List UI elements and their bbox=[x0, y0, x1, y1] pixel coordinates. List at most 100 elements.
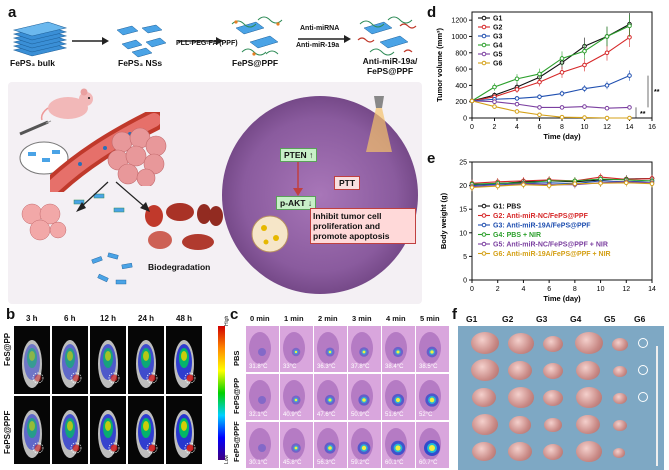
anti-mir-19a-label: Anti-miR-19a bbox=[296, 42, 340, 49]
data-point bbox=[559, 56, 565, 61]
y-tick-label: 20 bbox=[459, 183, 467, 190]
f-empty-marker-c5-r0 bbox=[638, 338, 648, 348]
data-point bbox=[559, 70, 565, 75]
legend-label: G2 bbox=[493, 25, 502, 32]
y-tick-label: 0 bbox=[463, 278, 467, 285]
c-temp-r0-c4: 38.4°C bbox=[385, 364, 404, 370]
f-tumor-c2-r1 bbox=[543, 363, 563, 379]
tumor-volume-chart: 0 2 4 6 8 10 12 14 16 0 200 400 600 800 1000 1200 Time (… bbox=[435, 11, 660, 141]
mouse-graphic bbox=[40, 88, 93, 121]
b-time-0: 3 h bbox=[26, 314, 38, 323]
panel-c: 0 min 1 min 2 min 3 min 4 min 5 min PBS 31.8°C… bbox=[230, 306, 452, 470]
x-tick-label: 4 bbox=[521, 286, 525, 293]
y-tick-label: 0 bbox=[463, 116, 467, 123]
legend-marker bbox=[481, 15, 487, 21]
c-time-2: 2 min bbox=[318, 314, 338, 323]
legend-marker bbox=[481, 51, 487, 57]
b-image-r1-c1 bbox=[52, 396, 88, 464]
x-tick-label: 14 bbox=[648, 286, 656, 293]
data-point bbox=[627, 105, 632, 110]
c-temp-r2-c1: 45.8°C bbox=[283, 460, 302, 466]
f-tumor-c0-r0 bbox=[471, 332, 499, 355]
nucleus-graphic bbox=[251, 215, 289, 253]
legend-marker bbox=[481, 60, 487, 66]
data-point bbox=[559, 114, 565, 120]
c-temp-r0-c3: 37.8°C bbox=[351, 364, 370, 370]
bulk-stack-graphic bbox=[12, 21, 68, 57]
f-group-2: G3 bbox=[536, 314, 548, 324]
f-tumor-c0-r3 bbox=[471, 414, 498, 435]
f-group-0: G1 bbox=[466, 314, 478, 324]
c-image-r0-c2: 36.3°C bbox=[314, 326, 347, 372]
c-temp-r0-c2: 36.3°C bbox=[317, 364, 336, 370]
data-point bbox=[537, 112, 542, 118]
c-image-r1-c5: 52°C bbox=[416, 374, 449, 420]
c-image-r2-c5: 60.7°C bbox=[416, 422, 449, 468]
legend-label: G2: Anti-miR-NC/FePS@PPF bbox=[493, 213, 589, 220]
data-point bbox=[514, 76, 520, 82]
series-line-5 bbox=[471, 100, 630, 119]
f-tumor-c2-r2 bbox=[543, 390, 563, 406]
data-point bbox=[559, 105, 565, 110]
y-tick-label: 1200 bbox=[451, 18, 467, 25]
f-tumor-c4-r4 bbox=[613, 448, 625, 458]
panel-label-a: a bbox=[8, 4, 17, 21]
f-group-4: G5 bbox=[604, 314, 616, 324]
c-temp-r1-c5: 52°C bbox=[419, 412, 433, 418]
step-anti-mir-label: Anti-miR-19a/ FePS@PPF bbox=[362, 56, 418, 76]
legend-label: G4: PBS + NIR bbox=[493, 232, 541, 239]
arrow-3 bbox=[298, 35, 351, 43]
data-point bbox=[492, 84, 497, 90]
panel-label-e: e bbox=[427, 150, 436, 167]
b-image-r0-c2 bbox=[90, 326, 126, 394]
biodegradation-label: Biodegradation bbox=[148, 262, 211, 272]
b-row-label-1: FePS@PPF bbox=[3, 410, 12, 454]
legend-marker bbox=[481, 222, 487, 228]
c-temp-r2-c0: 30.1°C bbox=[249, 460, 268, 466]
nanoparticle-inset-icon bbox=[19, 141, 69, 175]
f-tumor-c1-r0 bbox=[507, 333, 534, 354]
f-tumor-c1-r4 bbox=[508, 442, 532, 462]
degraded-nanosheets bbox=[91, 252, 133, 285]
anti-mirna-label: Anti-miRNA bbox=[300, 25, 340, 32]
c-temp-r1-c2: 47.6°C bbox=[317, 412, 336, 418]
y-tick-label: 10 bbox=[459, 230, 467, 237]
panel-label-f: f bbox=[452, 306, 457, 323]
c-time-0: 0 min bbox=[250, 314, 270, 323]
f-tumor-c4-r1 bbox=[612, 366, 627, 378]
legend-marker bbox=[481, 42, 487, 48]
series-line-0 bbox=[471, 23, 630, 102]
x-tick-label: 12 bbox=[622, 286, 630, 293]
plot-frame bbox=[471, 161, 653, 281]
c-row-label-1: FePS@PP bbox=[232, 377, 241, 414]
b-time-3: 24 h bbox=[138, 314, 155, 323]
legend-marker bbox=[481, 24, 487, 30]
c-image-r1-c1: 40.9°C bbox=[280, 374, 313, 420]
y-axis-label: Body weight (g) bbox=[439, 192, 448, 249]
step-feps-ppf-label: FePS@PPF bbox=[232, 58, 279, 68]
c-image-r2-c3: 59.2°C bbox=[348, 422, 381, 468]
data-point bbox=[559, 91, 565, 96]
data-point bbox=[582, 48, 587, 54]
b-image-r0-c0 bbox=[14, 326, 50, 394]
ppf-reagent-label: PLL-PEG-FA (PPF) bbox=[176, 40, 238, 47]
f-tumor-c3-r1 bbox=[576, 361, 600, 381]
data-point bbox=[604, 115, 610, 121]
x-tick-label: 0 bbox=[470, 286, 474, 293]
data-point bbox=[582, 86, 587, 91]
data-point bbox=[521, 182, 526, 187]
data-point bbox=[492, 99, 497, 104]
c-image-r1-c4: 51.6°C bbox=[382, 374, 415, 420]
organs-graphic bbox=[145, 203, 223, 250]
f-empty-marker-c5-r1 bbox=[638, 365, 648, 375]
b-image-r1-c2 bbox=[90, 396, 126, 464]
legend-label: G6: Anti-miR-19A/FePS@PPF + NIR bbox=[493, 251, 611, 258]
data-point bbox=[649, 181, 655, 187]
tumor-cells-small bbox=[21, 203, 67, 241]
c-temp-r1-c0: 32.1°C bbox=[249, 412, 268, 418]
panel-label-b: b bbox=[6, 306, 16, 323]
significance-annotation-1: ** bbox=[654, 89, 660, 96]
x-tick-label: 10 bbox=[581, 124, 589, 131]
tumor-cluster-graphic bbox=[107, 127, 167, 186]
x-tick-label: 4 bbox=[515, 124, 519, 131]
